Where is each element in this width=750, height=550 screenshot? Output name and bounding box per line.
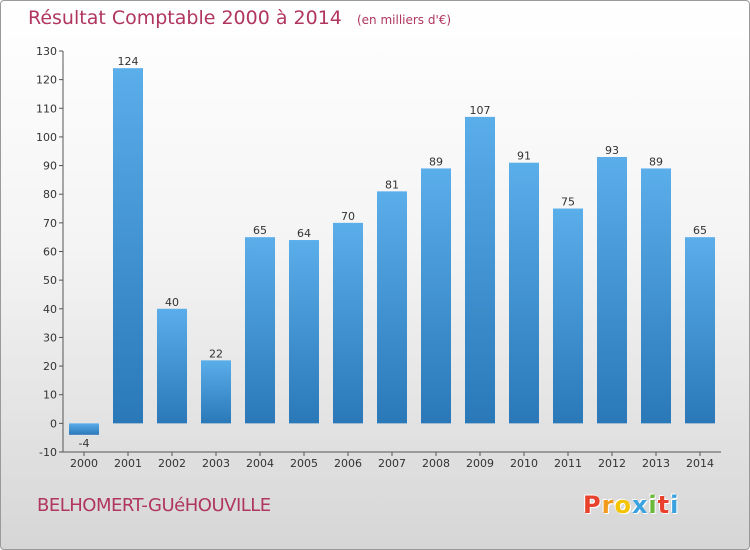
bar (597, 156, 627, 424)
x-tick-label: 2008 (422, 457, 450, 470)
x-tick-label: 2011 (554, 457, 582, 470)
proxiti-logo[interactable]: Proxiti (583, 491, 679, 519)
y-tick-label: 30 (43, 331, 57, 344)
data-label: -4 (79, 437, 90, 450)
bar (553, 208, 583, 424)
y-tick-label: 40 (43, 303, 57, 316)
x-tick-label: 2002 (158, 457, 186, 470)
title-row: Résultat Comptable 2000 à 2014 (en milli… (28, 7, 451, 29)
bar (201, 360, 231, 424)
y-tick-label: -10 (39, 446, 57, 459)
data-label: 81 (385, 178, 399, 191)
chart-title: Résultat Comptable 2000 à 2014 (28, 7, 342, 29)
commune-name: BELHOMERT-GUéHOUVILLE (37, 495, 271, 516)
data-label: 124 (118, 55, 139, 68)
bars-group (69, 68, 715, 435)
logo-letter: P (583, 491, 602, 519)
x-tick-label: 2006 (334, 457, 362, 470)
bar (113, 68, 143, 424)
x-tick-label: 2000 (70, 457, 98, 470)
bar (421, 168, 451, 424)
data-label: 65 (693, 224, 707, 237)
data-label: 22 (209, 347, 223, 360)
y-tick-label: 10 (43, 389, 57, 402)
bar (641, 168, 671, 424)
data-label: 70 (341, 210, 355, 223)
bar (465, 116, 495, 424)
bar (245, 237, 275, 424)
y-tick-label: 0 (50, 417, 57, 430)
x-tick-label: 2012 (598, 457, 626, 470)
logo-letter: o (614, 491, 632, 519)
data-label: 64 (297, 227, 311, 240)
y-tick-label: 130 (36, 45, 57, 58)
data-label: 89 (429, 155, 443, 168)
bar (509, 162, 539, 424)
data-label: 107 (470, 104, 491, 117)
x-tick-label: 2003 (202, 457, 230, 470)
x-tick-label: 2005 (290, 457, 318, 470)
y-tick-label: 80 (43, 188, 57, 201)
y-tick-label: 50 (43, 274, 57, 287)
y-tick-label: 120 (36, 74, 57, 87)
bar (333, 222, 363, 424)
logo-letter: i (670, 491, 680, 519)
bar (685, 237, 715, 424)
x-tick-label: 2009 (466, 457, 494, 470)
bar (377, 191, 407, 424)
x-tick-label: 2013 (642, 457, 670, 470)
y-tick-label: 70 (43, 217, 57, 230)
axes: -10 0 10 20 30 40 50 60 70 80 90 100 110 120 130 2000 20… (36, 45, 721, 470)
x-tick-label: 2001 (114, 457, 142, 470)
bar (289, 240, 319, 424)
chart-subtitle: (en milliers d'€) (356, 13, 452, 27)
logo-letter: r (601, 491, 615, 519)
data-label: 93 (605, 144, 619, 157)
bar (157, 308, 187, 424)
data-label: 65 (253, 224, 267, 237)
y-tick-label: 100 (36, 131, 57, 144)
logo-letter: t (657, 491, 671, 519)
logo-letter: x (631, 491, 649, 519)
y-tick-label: 110 (36, 102, 57, 115)
data-label: 75 (561, 196, 575, 209)
x-tick-label: 2014 (686, 457, 714, 470)
y-tick-label: 20 (43, 360, 57, 373)
data-label: 91 (517, 150, 531, 163)
x-tick-label: 2004 (246, 457, 274, 470)
data-labels-group: -4 124 40 22 65 64 70 81 89 107 91 75 93 89 65 (79, 55, 707, 450)
y-tick-label: 90 (43, 160, 57, 173)
bar (69, 423, 99, 435)
y-tick-label: 60 (43, 246, 57, 259)
data-label: 40 (165, 296, 179, 309)
x-tick-label: 2007 (378, 457, 406, 470)
x-tick-label: 2010 (510, 457, 538, 470)
logo-letter: i (648, 491, 658, 519)
data-label: 89 (649, 155, 663, 168)
